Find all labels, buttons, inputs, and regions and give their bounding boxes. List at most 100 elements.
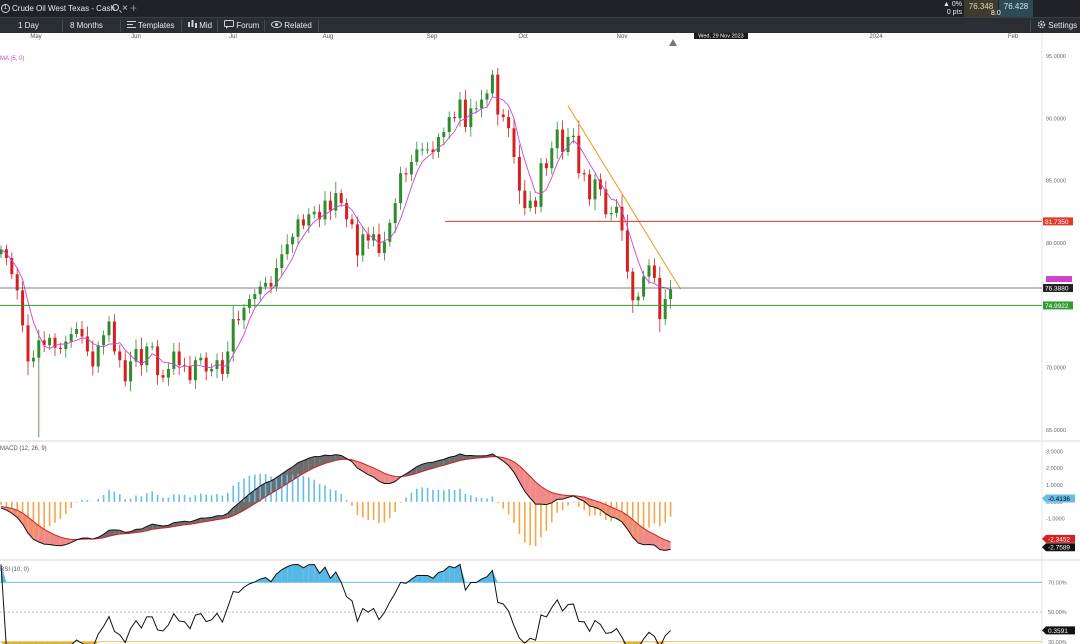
rsi-tick-label: 30.00% — [1048, 640, 1067, 644]
macd-fill — [584, 497, 590, 506]
sell-price: 76.348 — [968, 2, 994, 11]
candle — [145, 346, 149, 366]
macd-fill — [335, 454, 342, 461]
instrument-tab[interactable]: 1 Crude Oil West Texas - Cash — [0, 0, 115, 17]
last-price-tag-label: 76.3880 — [1045, 286, 1069, 293]
candle — [620, 206, 624, 231]
rsi-overbought-fill — [298, 564, 304, 583]
candle — [280, 254, 284, 268]
macd-fill — [449, 456, 455, 464]
templates-button[interactable]: Templates — [127, 18, 175, 34]
macd-fill — [281, 470, 288, 488]
range-dropdown[interactable]: 8 Months — [70, 18, 103, 34]
moving-average-line — [0, 96, 671, 369]
sell-price-button[interactable]: 76.348 — [964, 0, 998, 17]
candle — [399, 173, 403, 204]
candle — [177, 351, 181, 366]
macd-fill — [368, 465, 374, 478]
macd-fill — [632, 519, 639, 543]
price-tick-label: 65.0000 — [1046, 428, 1066, 434]
support-tag-label: 74.9922 — [1045, 303, 1069, 310]
macd-fill — [433, 460, 439, 469]
macd-fill — [233, 503, 239, 516]
macd-fill — [535, 481, 541, 505]
interval-dropdown[interactable]: 1 Day — [18, 18, 39, 34]
candle — [21, 290, 25, 326]
change-percent: ▲ 0% — [943, 1, 962, 8]
candle — [48, 337, 52, 346]
top-bar: 1 Crude Oil West Texas - Cash × + ▲ 0% 0… — [0, 0, 1080, 17]
rsi-oversold-fill — [65, 641, 72, 644]
macd-fill — [17, 510, 23, 525]
macd-fill — [109, 529, 115, 537]
search-icon[interactable] — [112, 4, 119, 11]
toolbar-divider — [181, 20, 182, 32]
candles-group — [0, 67, 673, 392]
macd-fill — [438, 459, 444, 467]
candle — [647, 265, 651, 277]
candle — [231, 319, 235, 352]
candle — [663, 299, 667, 320]
candle — [388, 223, 392, 242]
candle — [156, 346, 160, 376]
rsi-overbought-fill — [411, 575, 417, 583]
candle — [91, 351, 95, 367]
rsi-tick-label: 70.00% — [1048, 580, 1067, 586]
candle — [318, 211, 322, 220]
add-tab-button[interactable]: + — [130, 1, 138, 15]
candle — [593, 179, 597, 200]
candle — [463, 99, 467, 128]
related-button[interactable]: Related — [271, 18, 312, 34]
rsi-oversold-fill — [38, 641, 45, 644]
candle — [426, 149, 430, 151]
rsi-overbought-fill — [416, 575, 423, 583]
candle — [501, 114, 505, 118]
settings-button[interactable]: Settings — [1037, 18, 1077, 34]
candle — [123, 360, 127, 382]
macd-fill — [659, 537, 666, 551]
candle — [80, 329, 84, 337]
month-label: Nov — [617, 34, 628, 40]
macd-line — [0, 453, 671, 551]
candle — [129, 361, 133, 382]
macd-fill — [508, 459, 514, 473]
last-price-tag — [1043, 284, 1073, 293]
chart-area[interactable]: May Jun Jul Aug Sep Oct Nov 2024 Feb Wed, 29 Nov … — [0, 33, 1080, 644]
candle — [15, 274, 19, 291]
close-tab-button[interactable]: × — [122, 3, 128, 14]
macd-signal-tag — [1042, 534, 1075, 543]
price-mode-button[interactable]: Mid — [187, 18, 212, 34]
macd-fill — [503, 457, 509, 466]
candle — [291, 236, 295, 245]
macd-fill — [330, 454, 336, 462]
macd-value-tag-label: -2.7589 — [1048, 545, 1070, 552]
candle — [447, 117, 451, 133]
buy-price-button[interactable]: 76.428 — [999, 0, 1033, 17]
rsi-overbought-fill — [460, 564, 466, 583]
macd-fill — [411, 466, 417, 475]
month-label: Jun — [131, 34, 141, 40]
forum-button[interactable]: Forum — [224, 18, 259, 34]
rsi-oversold-fill — [627, 641, 633, 644]
candle — [615, 206, 619, 214]
rsi-oversold-fill — [632, 641, 639, 644]
candle — [469, 108, 473, 128]
macd-fill — [114, 529, 120, 535]
month-label: May — [30, 34, 41, 40]
macd-fill — [389, 475, 396, 484]
macd-fill — [195, 518, 201, 524]
candle — [215, 360, 219, 369]
candle — [285, 244, 289, 255]
candle — [42, 340, 46, 346]
rsi-oversold-fill — [33, 641, 39, 644]
macd-fill — [33, 521, 39, 543]
rsi-oversold-fill — [60, 641, 66, 644]
macd-fill — [60, 537, 66, 546]
candle — [366, 234, 370, 241]
crosshair-date-box — [694, 33, 748, 39]
rsi-oversold-fill — [1, 641, 7, 644]
macd-histogram-tag — [1042, 494, 1075, 503]
rsi-oversold-fill — [82, 641, 88, 644]
macd-fill — [222, 513, 228, 519]
macd-group — [0, 453, 672, 551]
